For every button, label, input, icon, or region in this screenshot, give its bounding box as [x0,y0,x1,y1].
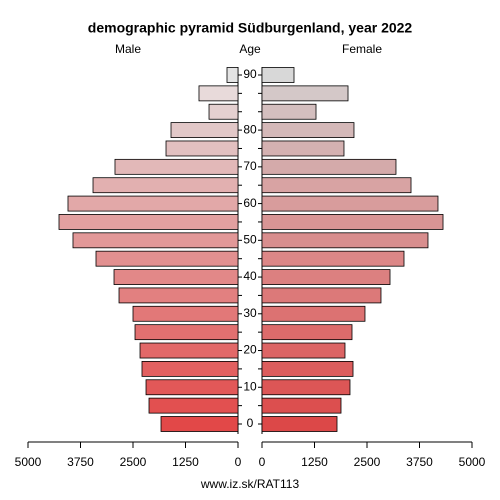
chart-title: demographic pyramid Südburgenland, year … [88,20,413,36]
bar [261,140,345,157]
bar [160,416,239,432]
x-tick-label: 1250 [172,455,199,469]
bar [198,85,239,102]
bar [145,379,239,396]
bar [261,269,391,285]
bar [261,122,355,139]
bar [261,177,412,194]
x-tick-label: 3750 [67,455,94,469]
y-tick-label: 80 [243,122,257,136]
x-tick-label: 3750 [406,455,433,469]
bar [72,232,239,249]
bar [95,250,239,267]
y-tick-label: 50 [243,232,257,246]
bar [148,397,239,414]
y-tick-label: 70 [243,159,257,173]
legend-label: Female [342,42,382,56]
y-tick-label: 10 [243,379,257,393]
x-tick-label: 0 [235,455,242,469]
footer: www.iz.sk/RAT113 [200,477,300,491]
legend-label: Male [115,42,141,56]
y-tick-label: 90 [243,67,257,81]
bar [261,195,439,212]
bar [261,67,295,83]
bar [58,214,239,230]
y-tick-label: 60 [243,196,257,210]
x-tick-label: 0 [259,455,266,469]
x-tick-label: 2500 [354,455,381,469]
bar [118,287,239,304]
x-tick-label: 5000 [459,455,486,469]
x-tick-label: 1250 [301,455,328,469]
bar [261,342,346,359]
bar [67,195,239,212]
bar [261,232,429,249]
y-tick-label: 20 [243,343,257,357]
bar [226,67,239,83]
y-tick-label: 40 [243,269,257,283]
bar [261,305,366,322]
axis-label: Age [239,42,261,56]
bar [261,158,397,175]
y-tick-label: 0 [247,416,254,430]
x-tick-label: 2500 [120,455,147,469]
y-tick-label: 30 [243,306,257,320]
bar [261,360,354,377]
bar [261,214,444,230]
bar [92,177,239,194]
x-tick-label: 5000 [15,455,42,469]
bar [141,360,239,377]
bar [261,103,317,120]
bar [261,379,351,396]
bar [165,140,239,157]
bar [170,122,239,139]
bar [261,287,382,304]
bar [114,158,239,175]
bar [139,342,239,359]
bar [132,305,239,322]
bar [261,250,405,267]
bar [261,324,353,341]
bar [134,324,239,341]
bar [261,416,338,432]
bar [261,397,342,414]
bar [261,85,349,102]
bar [113,269,239,285]
bar [208,103,239,120]
